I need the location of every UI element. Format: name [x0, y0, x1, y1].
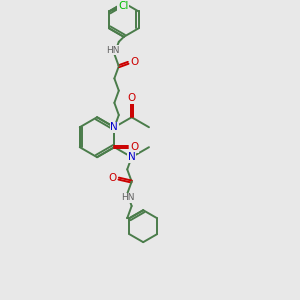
- Text: O: O: [130, 142, 139, 152]
- Text: Cl: Cl: [118, 2, 128, 11]
- Text: O: O: [109, 172, 117, 183]
- Text: N: N: [110, 122, 118, 132]
- Text: HN: HN: [106, 46, 120, 55]
- Text: O: O: [128, 93, 136, 103]
- Text: O: O: [130, 57, 138, 67]
- Text: HN: HN: [122, 193, 135, 202]
- Text: N: N: [128, 152, 136, 162]
